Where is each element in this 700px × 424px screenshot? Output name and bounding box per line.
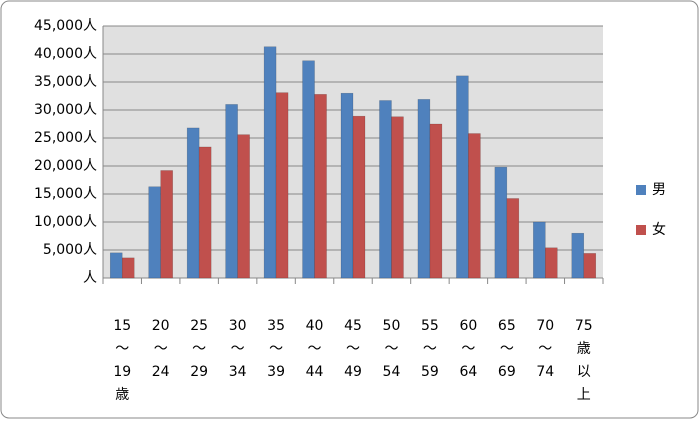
x-tick-label: 34 [229,364,247,380]
x-tick-label: 〜 [269,341,283,357]
y-tick-label: 40,000人 [34,46,97,62]
x-tick-label: 39 [267,364,285,380]
y-tick-label: 30,000人 [34,102,97,118]
bar [109,252,123,279]
y-tick-label: 15,000人 [34,186,97,202]
bar [302,60,315,279]
bar [263,46,277,279]
bar [237,134,250,279]
x-tick-label: 55 [421,318,439,334]
x-tick-label: 44 [306,364,324,380]
bar [352,115,366,279]
x-tick-label: 〜 [115,341,129,357]
x-tick-label: 〜 [500,341,514,357]
x-tick-label: 74 [536,364,554,380]
x-tick-label: 歳 [577,341,591,357]
y-tick-label: 25,000人 [34,130,97,146]
x-tick-label: 〜 [423,341,437,357]
bar [429,123,443,279]
bar [391,116,404,279]
x-tick-label: 〜 [461,341,475,357]
x-tick-label: 15 [113,318,131,334]
y-tick-label: 20,000人 [34,158,97,174]
legend-label: 女 [652,221,666,238]
x-tick-label: 45 [344,318,362,334]
x-tick-label: 20 [152,318,170,334]
x-tick-label: 54 [383,364,401,380]
bar [506,198,520,279]
x-tick-label: 50 [383,318,401,334]
x-tick-label: 49 [344,364,362,380]
y-tick-label: 45,000人 [34,18,97,34]
bar [494,166,508,279]
x-tick-label: 59 [421,364,439,380]
x-tick-label: 65 [498,318,516,334]
bar [186,127,200,279]
bar [545,247,558,279]
x-tick-label: 〜 [384,341,398,357]
bar [121,257,135,279]
bar [340,92,354,279]
x-tick-label: 〜 [154,341,168,357]
bar [583,253,597,279]
x-tick-label: 60 [459,318,477,334]
x-tick-label: 35 [267,318,285,334]
x-tick-label: 〜 [231,341,245,357]
bar [456,75,469,279]
x-tick-label: 40 [306,318,324,334]
y-tick-label: 人 [83,270,97,286]
bar [225,104,238,279]
x-tick-label: 29 [190,364,208,380]
x-tick-label: 〜 [538,341,552,357]
bar [198,146,212,279]
bar [417,99,431,279]
y-tick-label: 10,000人 [34,214,97,230]
x-tick-label: 〜 [308,341,322,357]
bar [275,92,289,279]
x-tick-label: 上 [577,387,591,403]
legend-swatch [636,185,646,195]
bar [148,186,161,279]
bar [571,232,585,279]
x-tick-label: 69 [498,364,516,380]
bar [160,170,173,279]
y-tick-label: 5,000人 [43,242,97,258]
bar [468,133,481,279]
x-tick-label: 以 [577,364,591,380]
x-tick-label: 30 [229,318,247,334]
x-tick-label: 75 [575,318,593,334]
bar [533,221,546,279]
bar [379,100,392,279]
x-tick-label: 64 [459,364,477,380]
x-tick-label: 25 [190,318,208,334]
x-tick-label: 〜 [346,341,360,357]
legend-label: 男 [652,182,666,198]
y-tick-label: 35,000人 [34,74,97,90]
legend-swatch [636,225,646,235]
bar [314,94,327,279]
x-tick-label: 19 [113,364,131,380]
x-tick-label: 24 [152,364,170,380]
x-tick-label: 〜 [192,341,206,357]
x-tick-label: 70 [536,318,554,334]
x-tick-label: 歳 [115,387,129,403]
